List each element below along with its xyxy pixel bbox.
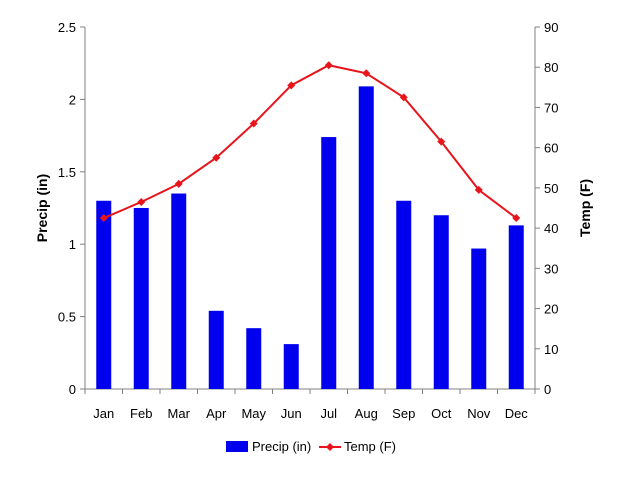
temp-point <box>212 153 221 162</box>
precip-bar <box>208 310 224 389</box>
y-right-tick-label: 0 <box>544 382 551 397</box>
precip-bar <box>471 248 487 389</box>
x-tick-label: Jun <box>281 406 302 421</box>
temp-line-series <box>99 61 521 223</box>
legend-swatch-precip <box>226 441 248 452</box>
temp-point <box>324 61 333 70</box>
legend-marker-temp <box>326 443 334 451</box>
y-right-tick-label: 30 <box>544 261 558 276</box>
x-tick-label: Aug <box>355 406 378 421</box>
x-tick-label: Jul <box>320 406 337 421</box>
axes <box>80 26 540 394</box>
y-right-tick-label: 80 <box>544 60 558 75</box>
temp-point <box>99 214 108 223</box>
temp-point <box>474 185 483 194</box>
precip-bar <box>433 215 449 389</box>
precip-bar <box>171 193 187 389</box>
temp-point <box>249 119 258 128</box>
temp-point <box>512 214 521 223</box>
y-left-axis-title: Precip (in) <box>34 174 50 242</box>
y-left-tick-label: 0.5 <box>58 310 76 325</box>
precip-bar <box>358 86 374 390</box>
precip-bar <box>133 208 149 389</box>
y-left-tick-label: 2.5 <box>58 20 76 35</box>
y-right-tick-label: 50 <box>544 181 558 196</box>
y-right-tick-label: 70 <box>544 100 558 115</box>
x-tick-label: Feb <box>130 406 152 421</box>
x-tick-label: Oct <box>431 406 452 421</box>
x-tick-label: Sep <box>392 406 415 421</box>
legend: Precip (in) Temp (F) <box>226 439 396 454</box>
x-tick-label: May <box>241 406 266 421</box>
temp-line <box>103 64 517 219</box>
y-left-tick-label: 2 <box>69 92 76 107</box>
legend-label-precip: Precip (in) <box>252 439 311 454</box>
precip-bar <box>508 225 524 389</box>
x-tick-label: Jan <box>93 406 114 421</box>
precip-bar <box>246 328 262 389</box>
precip-bar <box>396 200 412 389</box>
precip-bars <box>96 86 524 390</box>
precip-bar <box>283 344 299 389</box>
y-right-tick-label: 60 <box>544 141 558 156</box>
y-left-tick-label: 0 <box>69 382 76 397</box>
y-right-tick-label: 20 <box>544 302 558 317</box>
y-right-tick-label: 40 <box>544 221 558 236</box>
temp-point <box>174 179 183 188</box>
x-tick-label: Mar <box>168 406 191 421</box>
temp-point <box>137 197 146 206</box>
x-tick-label: Nov <box>467 406 491 421</box>
y-right-tick-label: 10 <box>544 342 558 357</box>
temp-point <box>399 93 408 102</box>
temp-point <box>287 81 296 90</box>
y-left-tick-label: 1 <box>69 237 76 252</box>
temp-point <box>362 69 371 78</box>
y-left-tick-label: 1.5 <box>58 165 76 180</box>
x-tick-label: Dec <box>505 406 529 421</box>
legend-label-temp: Temp (F) <box>344 439 396 454</box>
tick-labels: 0 0.5 1 1.5 2 2.5 0 10 20 30 40 50 60 70 80 90 Jan Feb Mar… <box>58 20 559 421</box>
y-right-axis-title: Temp (F) <box>577 179 593 237</box>
precip-bar <box>96 200 112 389</box>
precip-bar <box>321 137 337 389</box>
temp-point <box>437 137 446 146</box>
y-right-tick-label: 90 <box>544 20 558 35</box>
x-tick-label: Apr <box>206 406 227 421</box>
